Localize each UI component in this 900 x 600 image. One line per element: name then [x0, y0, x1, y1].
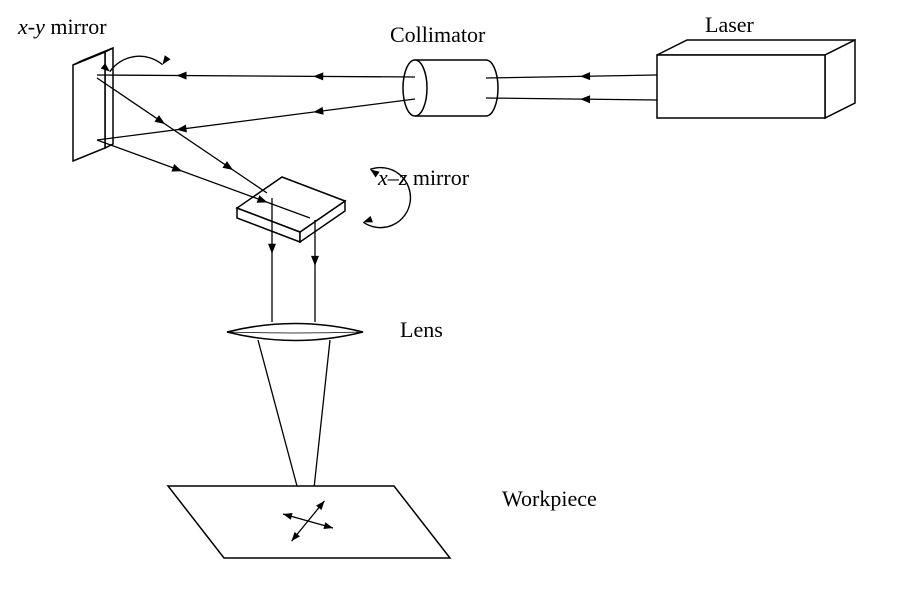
- xy-prefix: x-y: [18, 14, 45, 39]
- xy-suffix: mirror: [45, 14, 107, 39]
- label-xz-mirror: x–z mirror: [378, 165, 469, 191]
- xz-suffix: mirror: [407, 165, 469, 190]
- label-collimator: Collimator: [390, 22, 485, 48]
- label-lens: Lens: [400, 317, 443, 343]
- xz-prefix: x–z: [378, 165, 407, 190]
- label-xy-mirror: x-y mirror: [18, 14, 107, 40]
- label-laser: Laser: [705, 12, 754, 38]
- optical-diagram: [0, 0, 900, 600]
- label-workpiece: Workpiece: [502, 486, 597, 512]
